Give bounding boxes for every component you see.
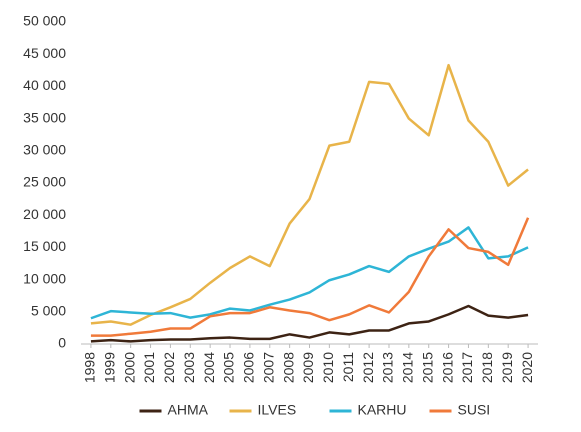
- y-tick-label: 40 000: [23, 77, 66, 93]
- y-tick-label: 20 000: [23, 206, 66, 222]
- legend-label: AHMA: [168, 402, 209, 418]
- series-line: [90, 217, 530, 337]
- x-tick-label: 2018: [479, 352, 495, 383]
- x-tick-label: 2007: [260, 352, 276, 383]
- y-tick-label: 25 000: [23, 174, 66, 190]
- x-tick-label: 2004: [201, 352, 217, 383]
- x-tick-label: 2002: [161, 352, 177, 383]
- x-tick-label: 2001: [141, 352, 157, 383]
- series-line: [90, 63, 529, 326]
- x-tick-label: 2010: [320, 352, 336, 383]
- legend-label: ILVES: [258, 402, 297, 418]
- x-tick-label: 2015: [419, 352, 435, 383]
- y-tick-label: 5 000: [31, 303, 66, 319]
- y-tick-label: 30 000: [23, 142, 66, 158]
- x-tick-label: 2011: [340, 352, 356, 382]
- x-tick-label: 2017: [459, 352, 475, 383]
- series-line: [90, 304, 529, 343]
- x-tick-label: 2009: [300, 352, 316, 383]
- x-tick-label: 2019: [499, 352, 515, 383]
- x-tick-label: 2003: [181, 352, 197, 383]
- x-tick-label: 2013: [380, 352, 396, 383]
- x-tick-label: 2014: [400, 352, 416, 383]
- x-tick-label: 2016: [439, 352, 455, 383]
- x-tick-label: 1999: [102, 352, 118, 383]
- x-tick-label: 2000: [121, 352, 137, 383]
- y-tick-label: 10 000: [23, 270, 66, 286]
- y-tick-label: 50 000: [23, 13, 66, 29]
- y-tick-label: 35 000: [23, 109, 66, 125]
- y-tick-label: 0: [58, 335, 66, 351]
- x-tick-label: 2020: [519, 352, 535, 383]
- y-tick-label: 15 000: [23, 238, 66, 254]
- x-tick-label: 2008: [280, 352, 296, 383]
- x-tick-label: 2012: [360, 352, 376, 383]
- y-tick-label: 45 000: [23, 45, 66, 61]
- x-tick-label: 2006: [241, 352, 257, 383]
- x-tick-label: 1998: [82, 352, 98, 383]
- x-tick-label: 2005: [221, 352, 237, 383]
- legend-label: KARHU: [358, 402, 407, 418]
- legend-label: SUSI: [458, 402, 491, 418]
